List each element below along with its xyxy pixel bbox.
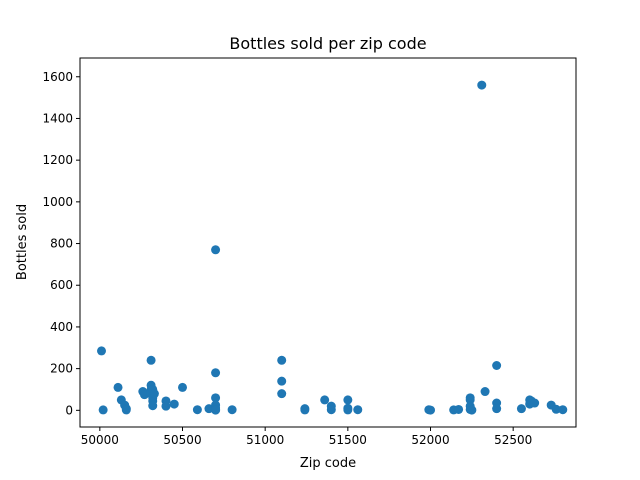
data-point — [192, 405, 202, 415]
data-point — [300, 405, 310, 415]
plot-frame — [79, 57, 577, 428]
x-tick-label: 50500 — [163, 433, 201, 447]
y-axis-label: Bottles sold — [15, 204, 30, 280]
scatter-points — [96, 80, 568, 415]
x-tick-label: 51000 — [246, 433, 284, 447]
data-point — [551, 404, 561, 414]
data-point — [211, 368, 221, 378]
data-point — [492, 404, 502, 414]
data-point — [148, 401, 158, 411]
data-point — [149, 389, 159, 399]
data-point — [227, 405, 237, 415]
data-point — [516, 404, 526, 414]
data-point — [277, 376, 287, 386]
x-tick-label: 52500 — [494, 433, 532, 447]
data-point — [343, 395, 353, 405]
data-point — [426, 405, 436, 415]
data-point — [211, 245, 221, 255]
x-axis-label: Zip code — [300, 456, 356, 471]
data-point — [211, 405, 221, 415]
data-point — [277, 389, 287, 399]
data-point — [178, 382, 188, 392]
x-axis-ticks: 50000 50500 51000 51500 52000 52500 — [81, 427, 532, 447]
data-point — [326, 405, 336, 415]
data-point — [113, 382, 123, 392]
y-tick-label: 800 — [50, 237, 73, 251]
data-point — [161, 401, 171, 411]
data-point — [477, 80, 487, 90]
data-point — [139, 390, 149, 400]
y-tick-label: 1400 — [42, 111, 73, 125]
data-point — [96, 346, 106, 356]
data-point — [146, 355, 156, 365]
x-tick-label: 50000 — [81, 433, 119, 447]
y-tick-label: 400 — [50, 320, 73, 334]
data-point — [480, 387, 490, 397]
data-point — [320, 395, 330, 405]
chart-title: Bottles sold per zip code — [229, 34, 426, 53]
x-tick-label: 52000 — [411, 433, 449, 447]
y-tick-label: 600 — [50, 278, 73, 292]
y-tick-label: 1000 — [42, 195, 73, 209]
data-point — [454, 404, 464, 414]
data-point — [169, 399, 179, 409]
data-point — [492, 361, 502, 370]
data-point — [343, 405, 353, 415]
data-point — [467, 405, 477, 415]
data-point — [465, 395, 475, 405]
y-tick-label: 0 — [65, 403, 73, 417]
y-tick-label: 1600 — [42, 70, 73, 84]
y-axis-ticks: 0 200 400 600 800 1000 1200 1400 1600 — [42, 70, 80, 417]
data-point — [530, 398, 540, 408]
data-point — [98, 405, 108, 415]
y-tick-label: 1200 — [42, 153, 73, 167]
data-point — [558, 405, 568, 415]
x-tick-label: 51500 — [329, 433, 367, 447]
y-tick-label: 200 — [50, 362, 73, 376]
data-point — [277, 355, 287, 365]
data-point — [353, 405, 363, 415]
data-point — [211, 393, 221, 403]
data-point — [121, 405, 131, 415]
